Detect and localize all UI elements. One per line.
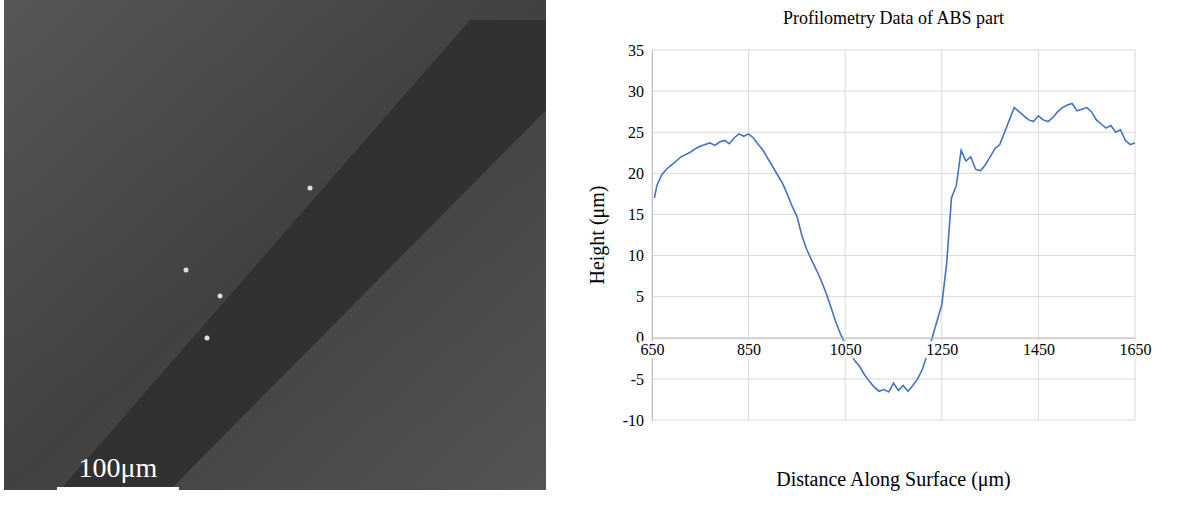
scale-bar [57, 487, 179, 494]
grid-line-y [652, 91, 1135, 92]
micrograph-speck [218, 294, 223, 299]
x-tick-label-patch [736, 341, 762, 358]
x-tick: 1650 [1119, 338, 1153, 358]
y-tick: 35 [628, 42, 652, 59]
micrograph-speck [308, 186, 313, 191]
x-tick-label: 850 [737, 341, 761, 358]
x-tick-label: 650 [641, 341, 665, 358]
y-tick: 30 [628, 83, 652, 100]
grid-line-x [748, 50, 749, 420]
scale-bar-label: 100μm [79, 452, 158, 483]
y-axis-title: Height (μm) [586, 185, 609, 284]
y-tick-label: 25 [628, 124, 644, 141]
grid-line-y [652, 132, 1135, 133]
x-tick-label-patch [925, 341, 959, 358]
x-tick: 650 [640, 338, 666, 358]
grid-line-y [652, 378, 1135, 379]
x-tick-label: 1450 [1023, 341, 1055, 358]
x-tick-label-patch [1119, 341, 1153, 358]
x-tick-label-patch [1022, 341, 1056, 358]
y-tick: -5 [631, 371, 652, 388]
plot-area [654, 103, 1135, 392]
y-axis: -10-505101520253035 [623, 42, 653, 429]
grid-line-x [845, 50, 846, 420]
y-tick-label: 20 [628, 165, 644, 182]
grid-line-y [652, 420, 1135, 421]
grid-line-y [652, 214, 1135, 215]
x-axis-title: Distance Along Surface (μm) [776, 468, 1011, 491]
data-line [654, 103, 1135, 392]
y-tick: -10 [623, 412, 652, 429]
y-tick: 5 [636, 288, 652, 305]
grid-line-y [652, 296, 1135, 297]
micrograph-groove [60, 20, 546, 490]
x-tick: 1250 [925, 338, 959, 358]
chart-title: Profilometry Data of ABS part [783, 8, 1004, 28]
x-axis: 650 850 1050 1250 1450 1650 [640, 338, 1153, 358]
micrograph: 100μm [4, 0, 546, 494]
y-tick: 10 [628, 247, 652, 264]
x-axis-line [653, 338, 1136, 339]
grid-line-y [652, 173, 1135, 174]
x-tick: 850 [736, 338, 762, 358]
micrograph-texture [4, 0, 546, 490]
grid-line-x [1038, 50, 1039, 420]
x-tick-label-patch [829, 341, 863, 358]
grid-line-x [1135, 50, 1136, 420]
grid-line-y [652, 337, 1135, 338]
y-tick-label: -5 [631, 371, 644, 388]
grid [652, 50, 1135, 420]
y-axis-line [652, 51, 653, 421]
x-tick-label-patch [640, 341, 666, 358]
y-tick-label: -10 [623, 412, 644, 429]
x-tick-label: 1650 [1120, 341, 1152, 358]
x-tick-label: 1250 [926, 341, 958, 358]
y-tick-label: 5 [636, 288, 644, 305]
y-tick: 25 [628, 124, 652, 141]
y-tick: 20 [628, 165, 652, 182]
micrograph-speck [205, 336, 210, 341]
x-tick: 1050 [829, 338, 863, 358]
grid-line-y [652, 255, 1135, 256]
grid-line-x [652, 50, 653, 420]
x-tick: 1450 [1022, 338, 1056, 358]
y-tick-label: 10 [628, 247, 644, 264]
y-tick-label: 35 [628, 42, 644, 59]
grid-line-y [652, 50, 1135, 51]
grid-line-x [941, 50, 942, 420]
y-tick-label: 30 [628, 83, 644, 100]
micrograph-ground [4, 0, 546, 490]
micrograph-speck [184, 268, 189, 273]
x-tick-label: 1050 [830, 341, 862, 358]
y-tick: 15 [628, 206, 652, 223]
y-tick-label: 15 [628, 206, 644, 223]
chart: Profilometry Data of ABS part-10-5051015… [586, 8, 1153, 491]
